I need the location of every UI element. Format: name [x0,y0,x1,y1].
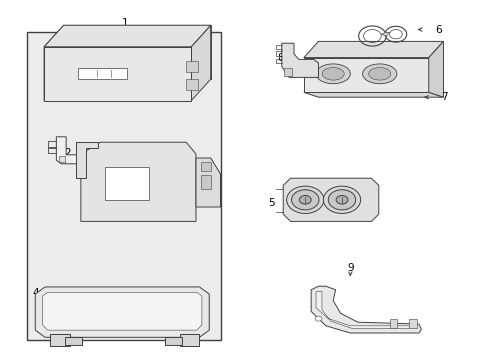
Polygon shape [304,41,443,58]
Ellipse shape [369,68,391,80]
Polygon shape [316,292,412,329]
Circle shape [323,186,361,213]
Polygon shape [56,137,83,164]
Text: 1: 1 [122,18,128,28]
Bar [201,162,211,171]
Circle shape [336,195,348,204]
Ellipse shape [363,64,397,84]
Text: 7: 7 [441,92,448,102]
Polygon shape [409,319,416,328]
Polygon shape [191,25,211,101]
Polygon shape [76,142,98,178]
Bar [186,79,198,90]
Polygon shape [180,334,199,346]
Circle shape [299,195,311,204]
Polygon shape [65,337,82,345]
Bar [59,156,65,162]
Polygon shape [43,292,202,330]
Polygon shape [390,319,397,328]
Bar [201,175,211,189]
Text: 3: 3 [104,191,111,201]
Polygon shape [165,337,182,345]
Bar [105,167,149,200]
Polygon shape [196,158,220,207]
Polygon shape [44,25,64,101]
Polygon shape [381,32,390,36]
Bar [186,61,198,72]
Polygon shape [429,41,443,97]
Text: 6: 6 [435,24,442,35]
Text: 5: 5 [269,198,275,208]
Text: 8: 8 [277,53,284,63]
Text: 9: 9 [347,263,354,273]
Polygon shape [44,47,191,101]
Polygon shape [282,43,319,77]
Ellipse shape [322,68,344,80]
Polygon shape [311,286,421,333]
Circle shape [315,316,322,321]
Polygon shape [304,58,429,93]
Bar [78,68,127,79]
Polygon shape [304,93,443,97]
Polygon shape [44,25,211,47]
Text: 2: 2 [64,148,71,158]
Circle shape [328,190,356,210]
Ellipse shape [316,64,350,84]
Polygon shape [283,178,379,221]
Bar [284,68,292,76]
Polygon shape [35,287,209,337]
Bar [27,32,220,340]
Polygon shape [64,25,211,79]
Text: 4: 4 [32,288,39,298]
Polygon shape [50,334,70,346]
Circle shape [287,186,324,213]
Circle shape [292,190,319,210]
Polygon shape [81,142,196,221]
